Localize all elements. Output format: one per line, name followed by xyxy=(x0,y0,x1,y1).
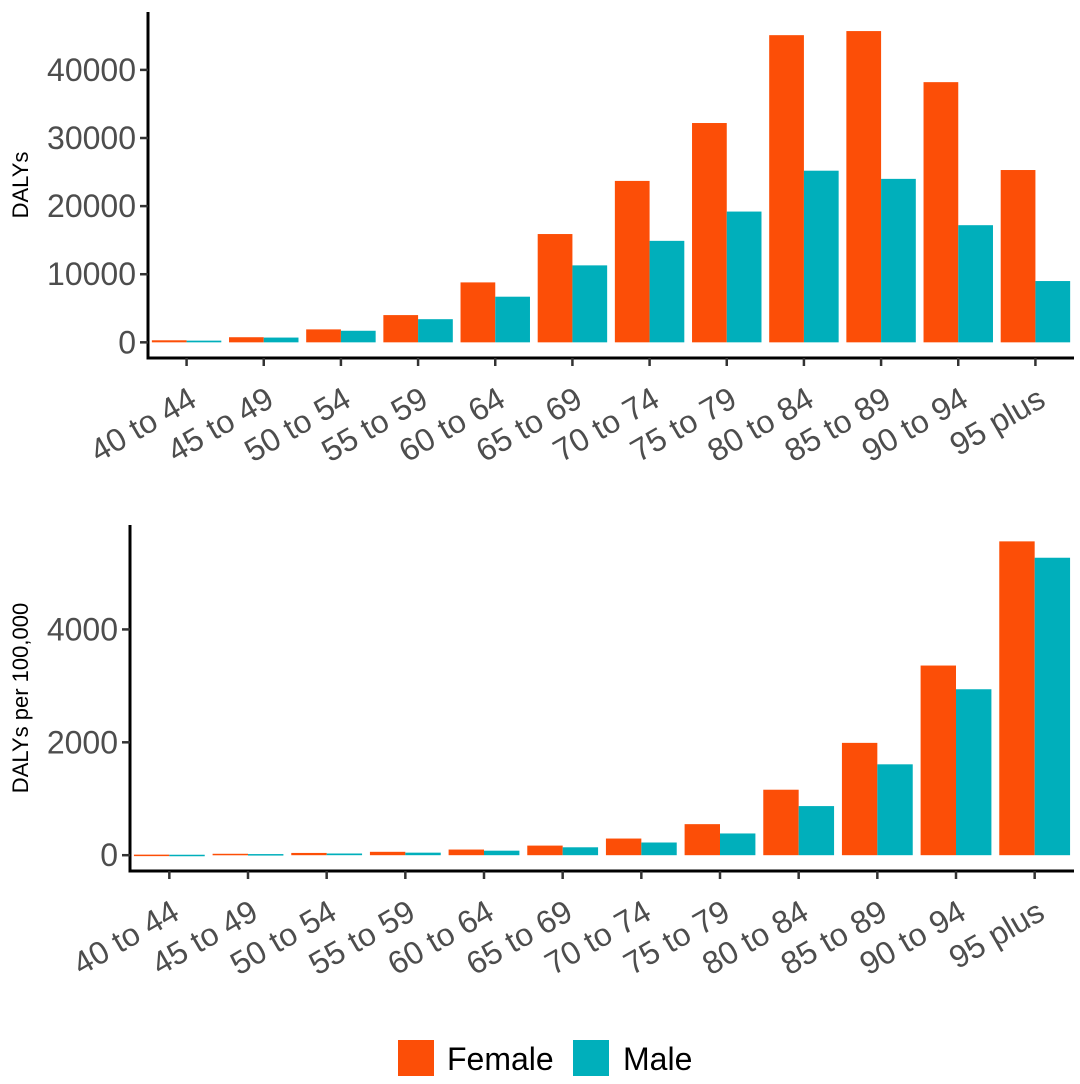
y-tick-label-0: 0 xyxy=(100,837,118,873)
y-tick-label-10000: 10000 xyxy=(47,256,136,292)
bar-male-95-plus xyxy=(1035,281,1071,343)
y-tick-label-2000: 2000 xyxy=(47,724,118,760)
bar-male-70-to-74 xyxy=(649,240,685,343)
y-tick-label-0: 0 xyxy=(118,324,136,360)
bar-male-45-to-49 xyxy=(263,337,299,343)
y-axis-title: DALYs xyxy=(8,152,33,219)
y-tick-label-20000: 20000 xyxy=(47,188,136,224)
bar-female-90-to-94 xyxy=(920,665,956,856)
bar-male-60-to-64 xyxy=(484,850,520,856)
legend-label-female: Female xyxy=(447,1041,554,1077)
bar-female-65-to-69 xyxy=(537,234,573,343)
y-axis-title: DALYs per 100,000 xyxy=(8,603,33,793)
bar-female-75-to-79 xyxy=(692,123,727,343)
bar-female-60-to-64 xyxy=(460,282,496,343)
bar-male-80-to-84 xyxy=(798,806,835,856)
bar-male-65-to-69 xyxy=(562,847,599,856)
bar-male-80-to-84 xyxy=(803,170,839,343)
bar-male-75-to-79 xyxy=(720,833,756,856)
bar-male-95-plus xyxy=(1034,557,1071,856)
bar-female-50-to-54 xyxy=(291,852,327,856)
bar-male-40-to-44 xyxy=(169,854,205,857)
bar-female-80-to-84 xyxy=(769,35,804,343)
bar-female-40-to-44 xyxy=(133,854,170,857)
bar-male-65-to-69 xyxy=(572,265,608,343)
bar-female-40-to-44 xyxy=(151,340,187,343)
bar-male-75-to-79 xyxy=(726,211,762,343)
bar-female-70-to-74 xyxy=(605,838,642,856)
bar-male-70-to-74 xyxy=(641,842,677,856)
bar-female-65-to-69 xyxy=(527,845,563,856)
y-tick-label-4000: 4000 xyxy=(47,611,118,647)
legend-swatch-female xyxy=(398,1040,434,1076)
bar-female-95-plus xyxy=(999,541,1035,856)
bar-male-85-to-89 xyxy=(877,764,913,856)
bar-male-55-to-59 xyxy=(418,319,453,343)
bar-female-95-plus xyxy=(1000,170,1036,343)
bar-male-60-to-64 xyxy=(495,296,530,343)
bar-male-90-to-94 xyxy=(958,225,993,343)
bar-female-45-to-49 xyxy=(229,337,264,343)
legend-label-male: Male xyxy=(623,1041,692,1077)
bar-male-85-to-89 xyxy=(881,178,916,343)
bar-female-55-to-59 xyxy=(383,315,419,343)
bar-female-85-to-89 xyxy=(846,31,882,343)
bar-female-50-to-54 xyxy=(306,329,341,343)
bar-male-50-to-54 xyxy=(326,853,363,856)
bar-male-55-to-59 xyxy=(405,852,441,856)
bar-male-90-to-94 xyxy=(956,689,992,856)
y-tick-label-30000: 30000 xyxy=(47,120,136,156)
bar-male-50-to-54 xyxy=(340,330,376,343)
bar-female-45-to-49 xyxy=(212,853,248,856)
bar-female-90-to-94 xyxy=(923,82,959,343)
bar-female-80-to-84 xyxy=(763,789,799,856)
bar-female-75-to-79 xyxy=(684,824,720,856)
bar-male-40-to-44 xyxy=(186,340,222,343)
bar-female-70-to-74 xyxy=(614,180,650,343)
bar-female-85-to-89 xyxy=(841,742,878,856)
bar-female-60-to-64 xyxy=(448,849,484,856)
legend-swatch-male xyxy=(573,1040,609,1076)
bar-female-55-to-59 xyxy=(369,851,406,856)
legend: Female Male xyxy=(398,1040,692,1077)
bar-male-45-to-49 xyxy=(248,854,284,856)
y-tick-label-40000: 40000 xyxy=(47,52,136,88)
